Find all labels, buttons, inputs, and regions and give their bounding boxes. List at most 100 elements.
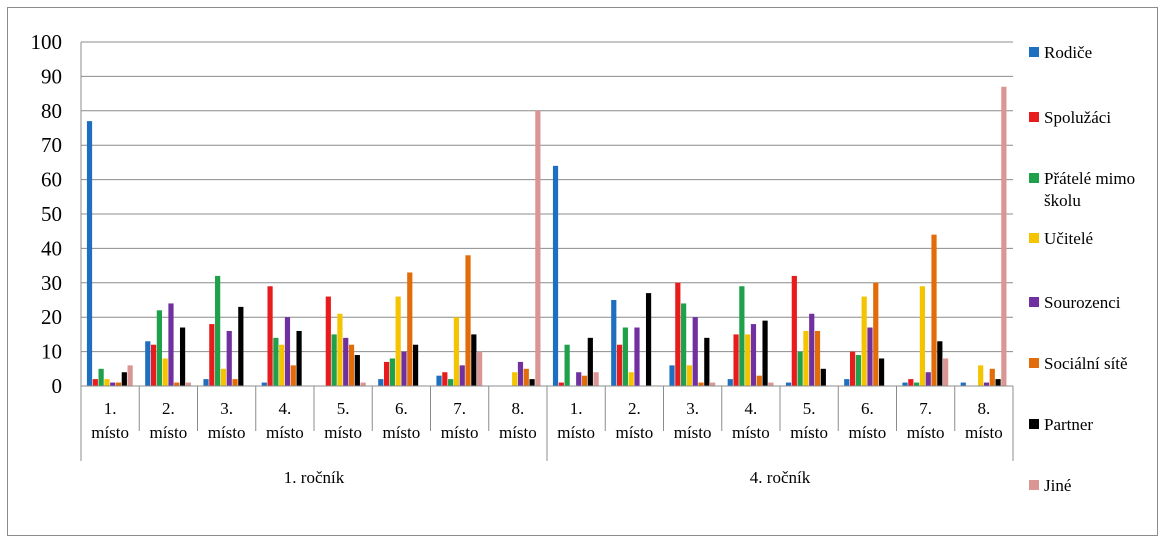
x-tick-label: místo	[965, 423, 1003, 442]
bar	[878, 358, 885, 386]
bar	[115, 382, 122, 386]
chart-area	[7, 7, 1158, 536]
bar	[803, 330, 809, 386]
bar	[733, 334, 739, 386]
bar	[914, 382, 920, 386]
bar	[634, 327, 640, 386]
x-tick-label: místo	[907, 423, 945, 442]
bar	[343, 337, 349, 386]
bar	[681, 303, 687, 386]
bar	[325, 296, 331, 386]
legend-label: Sourozenci	[1044, 293, 1121, 312]
bar	[983, 382, 990, 386]
bar	[290, 365, 296, 386]
bar	[459, 365, 465, 386]
bar	[523, 368, 529, 386]
legend-swatch	[1029, 480, 1039, 490]
bar	[477, 351, 483, 386]
y-axis: 0 10 20 30 40 50 60 70 80 90 100	[31, 30, 82, 398]
x-tick-label: 6.	[861, 399, 874, 418]
bars	[86, 86, 1007, 387]
bar	[960, 382, 966, 386]
x-tick-label: místo	[441, 423, 479, 442]
x-tick-label: 3.	[686, 399, 699, 418]
bar	[622, 327, 628, 386]
bar	[919, 286, 926, 386]
bar	[943, 358, 949, 386]
bar	[861, 296, 867, 386]
x-tick-label: místo	[91, 423, 129, 442]
x-tick-label: místo	[149, 423, 187, 442]
bar	[576, 372, 582, 386]
x-tick-label: 2.	[162, 399, 175, 418]
bar	[873, 282, 879, 386]
bar	[104, 379, 110, 386]
bar	[110, 382, 116, 386]
x-tick-label: 1.	[570, 399, 583, 418]
legend-swatch	[1029, 358, 1039, 368]
x-axis: 1. místo 2. místo 3. místo 4. místo 5. místo 6. mís…	[80, 385, 1014, 487]
bar	[448, 379, 454, 386]
y-tick-label: 80	[41, 99, 62, 123]
x-tick-label: místo	[266, 423, 304, 442]
bar	[412, 344, 419, 386]
bar	[348, 344, 355, 386]
x-tick-label: 5.	[803, 399, 816, 418]
bar	[378, 379, 384, 386]
bar	[844, 379, 850, 386]
x-tick-label: místo	[732, 423, 770, 442]
bar	[785, 382, 792, 386]
bar	[809, 313, 815, 386]
legend-swatch	[1029, 233, 1039, 243]
bar	[436, 375, 442, 386]
legend: Rodiče Spolužáci Přátelé mimo školu Učitelé S…	[1029, 43, 1135, 495]
bar	[593, 372, 599, 386]
bar	[203, 379, 209, 386]
bar	[226, 330, 232, 386]
bar	[232, 379, 238, 386]
bar	[453, 317, 460, 386]
bar	[389, 358, 395, 386]
bar	[995, 379, 1001, 386]
bar	[989, 368, 995, 386]
bar	[261, 382, 267, 386]
bar	[686, 365, 693, 386]
x-tick-label: 4.	[279, 399, 292, 418]
bar	[908, 379, 914, 386]
bar	[442, 372, 448, 386]
bar	[407, 272, 413, 386]
x-tick-label: místo	[848, 423, 886, 442]
y-tick-label: 30	[41, 271, 62, 295]
x-tick-label: místo	[615, 423, 653, 442]
bar	[645, 293, 652, 386]
bar	[710, 382, 716, 386]
bar	[849, 351, 856, 386]
legend-label: Rodiče	[1044, 43, 1092, 62]
bar	[820, 368, 826, 386]
bar	[360, 382, 366, 386]
x-tick-label: 8.	[512, 399, 525, 418]
bar	[704, 337, 710, 386]
bar	[179, 327, 186, 386]
bar	[127, 365, 133, 386]
bar	[931, 234, 937, 386]
y-tick-label: 100	[31, 30, 63, 54]
legend-label: Sociální sítě	[1044, 354, 1128, 373]
bar	[162, 358, 168, 386]
bar	[611, 300, 617, 386]
bar	[552, 165, 559, 386]
x-tick-label: místo	[324, 423, 362, 442]
bar	[558, 382, 564, 386]
bar	[168, 303, 174, 386]
bar	[121, 372, 127, 386]
bar	[768, 382, 774, 386]
bar	[209, 324, 215, 386]
y-tick-label: 90	[41, 64, 62, 88]
x-tick-label: 1.	[104, 399, 117, 418]
bar	[698, 382, 704, 386]
bar	[616, 344, 623, 386]
bar	[215, 275, 221, 386]
bar	[512, 372, 518, 386]
bar	[745, 334, 751, 386]
bar	[675, 282, 681, 386]
